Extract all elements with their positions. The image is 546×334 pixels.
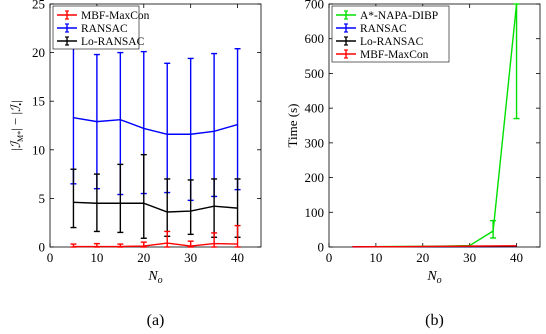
chart1-panel-label: (b): [425, 312, 444, 329]
chart1-x-tick-label: 40: [510, 250, 523, 265]
chart0-y-tick-label: 10: [32, 142, 45, 157]
chart1-x-axis-label-sub: o: [437, 275, 442, 286]
chart1-y-axis-label: Time (s): [285, 104, 300, 148]
chart0-series-0: [70, 224, 241, 248]
chart0-series-line: [73, 242, 238, 248]
chart0-x-axis-label-main: N: [147, 269, 158, 284]
chart0-y-tick-label: 0: [39, 240, 46, 255]
chart0-y-tick-label: 20: [32, 45, 45, 60]
chart0-x-tick-label: 20: [137, 250, 150, 265]
chart0-series-line: [73, 201, 238, 213]
chart1-x-axis-label: No: [426, 269, 441, 286]
chart1-x-tick-label: 30: [463, 250, 476, 265]
chart0-legend-label: RANSAC: [81, 23, 128, 35]
chart1-legend-label: Lo-RANSAC: [360, 36, 424, 48]
chart1-x-tick-label: 20: [416, 250, 429, 265]
chart1-y-tick-label: 500: [305, 66, 325, 81]
chart1-y-tick-label: 600: [305, 31, 325, 46]
chart0-y-axis-label-part: ℐ: [8, 140, 23, 148]
chart0-y-axis-label: |ℐM*| − |ℐ•|: [8, 100, 25, 150]
chart1-legend-label: A*-NAPA-DIBP: [360, 10, 438, 22]
chart0-y-axis-label-part: M*: [16, 131, 25, 142]
chart1-y-tick-label: 300: [305, 135, 325, 150]
chart0-plot-frame: [49, 3, 262, 248]
chart0-x-axis-label-sub: o: [158, 275, 163, 286]
chart1-y-tick-label: 100: [305, 205, 325, 220]
chart1-x-tick-label: 10: [369, 250, 382, 265]
chart0-legend-label: Lo-RANSAC: [81, 36, 145, 48]
chart0-y-axis-label-part: | − |: [8, 112, 23, 131]
chart0-series-2: [70, 153, 241, 239]
chart0-y-tick-label: 5: [39, 191, 46, 206]
chart0-series-1: [70, 47, 241, 202]
chart0-series-line: [73, 117, 238, 135]
chart1-y-tick-label: 200: [305, 170, 325, 185]
chart1-x-tick-label: 0: [326, 250, 333, 265]
chart1-x-axis-label-main: N: [426, 269, 437, 284]
chart0-x-axis-label: No: [147, 269, 162, 286]
chart1-series-line: [352, 245, 517, 248]
chart0-x-tick-label: 0: [47, 250, 54, 265]
chart1-legend-label: MBF-MaxCon: [360, 49, 429, 61]
chart1-y-tick-label: 0: [318, 240, 325, 255]
chart0-y-axis-label-part: |: [8, 100, 23, 103]
chart1-y-tick-label: 400: [305, 101, 325, 116]
chart1-series-3: [352, 245, 517, 248]
chart0-x-tick-label: 10: [90, 250, 103, 265]
chart0-y-axis-label-part: •: [16, 103, 25, 106]
chart0-y-tick-label: 25: [32, 0, 45, 12]
chart0-x-tick-label: 40: [231, 250, 244, 265]
chart0-y-tick-label: 15: [32, 94, 45, 109]
chart0-x-tick-label: 30: [184, 250, 197, 265]
chart1-legend-label: RANSAC: [360, 23, 407, 35]
chart0-panel-label: (a): [147, 312, 165, 329]
chart0-y-axis-label-part: |: [8, 148, 23, 151]
chart0-legend-label: MBF-MaxCon: [81, 10, 150, 22]
chart1-y-tick-label: 700: [305, 0, 325, 12]
chart0-y-axis-label-part: ℐ: [8, 104, 23, 112]
